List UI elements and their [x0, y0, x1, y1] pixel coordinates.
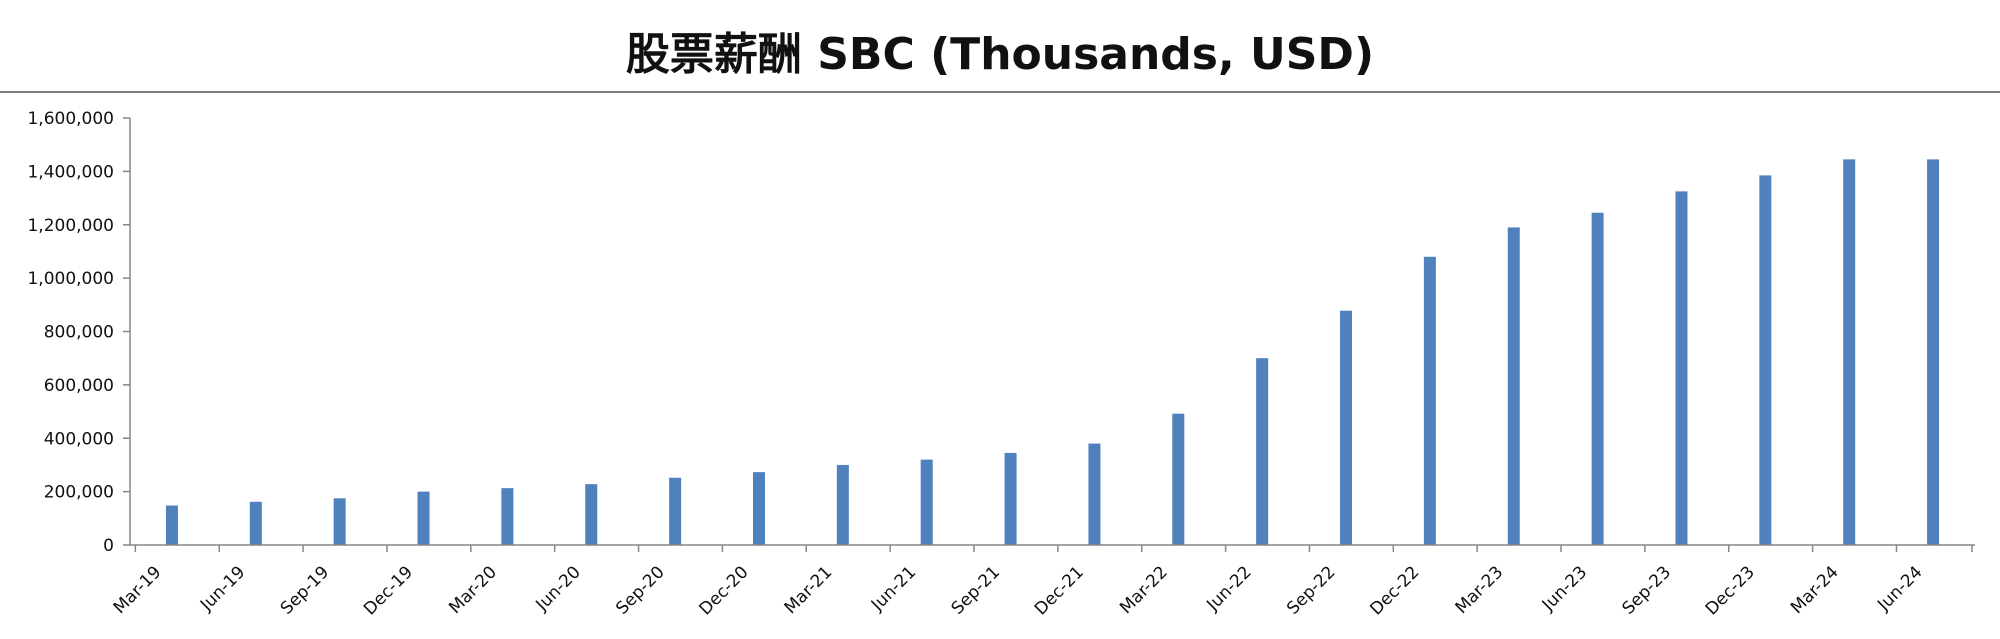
y-axis-ticks: 0 200,000 400,000 600,000 800,000 1,000,000 1,… [27, 109, 130, 556]
x-tick-label: Mar-19 [110, 562, 166, 618]
bar [1004, 452, 1017, 545]
bar-series [165, 159, 1940, 546]
chart-title: 股票薪酬 SBC (Thousands, USD) [625, 29, 1375, 80]
y-tick-label: 800,000 [44, 323, 114, 343]
y-tick-label: 1,400,000 [27, 162, 114, 182]
x-tick-label: Mar-20 [445, 562, 501, 618]
bar [249, 501, 262, 545]
x-tick-label: Mar-21 [781, 562, 837, 618]
bar [1088, 443, 1101, 545]
y-tick-label: 1,000,000 [27, 269, 114, 289]
bar [1340, 310, 1353, 545]
x-tick-label: Sep-23 [1619, 562, 1675, 618]
bar [165, 505, 178, 545]
bar [836, 464, 849, 545]
bar [1843, 159, 1856, 545]
x-tick-label: Jun-23 [1538, 562, 1591, 615]
bar [1675, 191, 1688, 545]
x-axis-ticks: Mar-19 Jun-19 Sep-19 Dec-19 Mar-20 Jun-20 Sep-… [110, 545, 1973, 619]
x-tick-label: Sep-21 [948, 562, 1004, 618]
y-tick-label: 600,000 [44, 376, 114, 396]
y-tick-label: 1,600,000 [27, 109, 114, 129]
bar [669, 477, 682, 545]
x-tick-label: Dec-22 [1366, 562, 1423, 619]
x-tick-label: Jun-22 [1202, 562, 1255, 615]
x-tick-label: Dec-20 [695, 562, 752, 619]
x-tick-label: Jun-20 [532, 562, 585, 615]
y-tick-label: 0 [103, 536, 114, 556]
x-tick-label: Jun-24 [1873, 562, 1926, 615]
x-tick-label: Mar-23 [1452, 562, 1508, 618]
bar [333, 498, 346, 545]
bar [1759, 175, 1772, 546]
bar [1423, 256, 1436, 545]
bar [1927, 159, 1940, 545]
title-divider [0, 91, 2000, 93]
x-tick-label: Sep-20 [612, 562, 668, 618]
bar [1507, 227, 1520, 545]
x-tick-label: Mar-22 [1116, 562, 1172, 618]
x-tick-label: Jun-19 [196, 562, 249, 615]
bar [1256, 358, 1269, 545]
bar [752, 472, 765, 545]
x-tick-label: Mar-24 [1787, 562, 1843, 618]
y-tick-label: 1,200,000 [27, 216, 114, 236]
x-tick-label: Dec-21 [1031, 562, 1088, 619]
bar [1591, 212, 1604, 545]
x-tick-label: Sep-22 [1283, 562, 1339, 618]
bar [417, 491, 430, 545]
x-tick-label: Sep-19 [277, 562, 333, 618]
bar [1172, 413, 1185, 545]
bar [501, 488, 514, 545]
y-tick-label: 200,000 [44, 483, 114, 503]
bar [920, 459, 933, 545]
x-tick-label: Dec-23 [1702, 562, 1759, 619]
x-tick-label: Jun-21 [867, 562, 920, 615]
bar [585, 484, 598, 545]
x-tick-label: Dec-19 [360, 562, 417, 619]
y-tick-label: 400,000 [44, 429, 114, 449]
